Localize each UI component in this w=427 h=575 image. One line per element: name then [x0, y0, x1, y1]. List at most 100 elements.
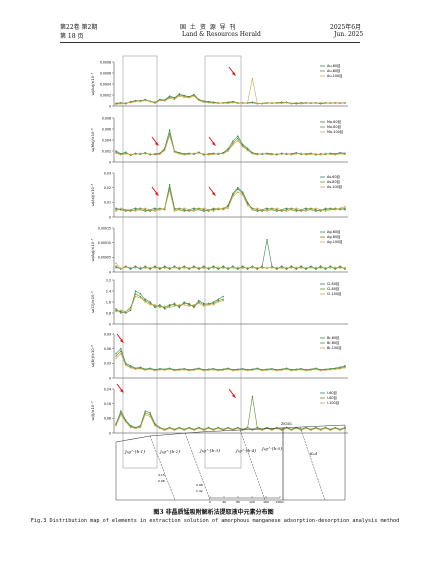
page-header: 第22卷 第2期 第 18 页 国 土 资 源 导 刊 Land & Resou…	[0, 22, 427, 42]
data-point	[280, 210, 283, 212]
data-point	[251, 77, 254, 80]
data-point	[115, 310, 117, 313]
data-point	[163, 100, 166, 102]
data-point	[183, 95, 185, 97]
data-point	[159, 306, 161, 309]
journal-volume: 第22卷 第2期	[60, 24, 98, 31]
data-point	[334, 102, 337, 104]
data-point	[173, 429, 176, 431]
data-point	[134, 208, 137, 211]
data-point	[241, 191, 244, 193]
chart-panel-5: 0 0.03 0.06 0.09 ω(Br)/×10⁻⁶ Br-60目Br-80目Br-1…	[91, 332, 348, 380]
data-point	[285, 152, 288, 154]
data-point	[207, 210, 210, 212]
thickness-annotation: 0.98	[158, 479, 165, 483]
stratum-label: J₃g^{b-4}	[235, 448, 257, 453]
y-tick-label: 0.01	[104, 201, 111, 205]
data-point	[115, 262, 117, 264]
data-point	[212, 267, 215, 269]
data-point	[159, 208, 161, 211]
data-point	[222, 266, 224, 268]
data-point	[319, 267, 322, 269]
data-point	[139, 100, 142, 103]
data-point	[237, 191, 239, 193]
series-line-0	[115, 348, 346, 371]
data-point	[246, 149, 249, 152]
data-point	[188, 210, 190, 212]
data-point	[178, 207, 181, 209]
data-point	[232, 142, 234, 145]
data-point	[198, 301, 200, 303]
data-point	[173, 304, 176, 306]
series-line-2	[115, 262, 346, 269]
data-point	[212, 265, 215, 267]
data-point	[305, 266, 307, 269]
y-tick-label: 0.00010	[98, 241, 111, 245]
legend-label: Ag-100目	[327, 240, 343, 244]
data-point	[310, 101, 312, 104]
data-point	[207, 427, 210, 430]
data-point	[237, 369, 239, 371]
data-point	[280, 429, 283, 431]
data-point	[329, 207, 332, 209]
data-point	[129, 308, 132, 310]
data-point	[290, 369, 293, 372]
chart-panel-0: 0 0.0002 0.0004 0.0006 0.0008 ω(Au)/×10⁻⁹ Au-6…	[91, 60, 348, 108]
chart-panel-4: 0 0.8 1.6 2.4 3.2 ω(Cl)/×10⁻⁶ Cl-60目Cl-80目Cl-1…	[91, 278, 348, 326]
data-point	[227, 266, 229, 269]
data-point	[183, 154, 185, 156]
data-point	[139, 266, 142, 269]
data-point	[163, 308, 166, 310]
series-line-0	[115, 184, 346, 212]
data-point	[217, 427, 220, 430]
issue-date-cn: 2025年6月	[330, 24, 362, 31]
data-point	[115, 266, 117, 269]
data-point	[139, 295, 142, 298]
data-point	[134, 100, 137, 103]
arrow-head	[212, 192, 216, 196]
data-point	[193, 210, 195, 212]
data-point	[168, 266, 171, 269]
data-point	[319, 101, 322, 104]
data-point	[271, 265, 273, 267]
data-point	[290, 208, 293, 211]
series-line-2	[115, 414, 346, 431]
data-point	[324, 268, 327, 270]
data-point	[124, 364, 127, 367]
data-point	[285, 208, 288, 211]
data-point	[144, 299, 146, 302]
data-point	[222, 102, 224, 104]
data-point	[266, 266, 268, 269]
chart-panel-3: 00.000050.000100.00015ω(Ag)/×10⁻⁹Ag-60目A…	[91, 226, 348, 274]
data-point	[237, 427, 239, 430]
data-point	[217, 266, 220, 269]
legend-label: Au-60目	[327, 64, 340, 68]
data-point	[173, 151, 176, 153]
data-point	[149, 413, 151, 416]
data-point	[334, 368, 337, 370]
data-point	[129, 208, 132, 211]
data-point	[212, 301, 215, 303]
data-point	[193, 267, 195, 269]
data-point	[163, 429, 166, 431]
data-point	[188, 266, 190, 269]
data-point	[212, 302, 215, 305]
data-point	[305, 207, 307, 209]
data-point	[319, 369, 322, 372]
data-point	[159, 304, 161, 306]
data-point	[334, 208, 337, 211]
data-point	[188, 208, 190, 211]
data-point	[120, 207, 122, 209]
data-point	[163, 208, 166, 211]
issue-date-en: Jun. 2025	[334, 31, 364, 38]
data-point	[246, 427, 249, 430]
data-point	[310, 429, 312, 431]
data-point	[198, 302, 200, 305]
data-point	[115, 355, 117, 357]
series-line-2	[115, 189, 346, 212]
data-point	[251, 267, 254, 269]
data-point	[290, 429, 293, 431]
data-point	[202, 305, 205, 307]
data-point	[315, 153, 317, 155]
data-point	[178, 208, 181, 211]
